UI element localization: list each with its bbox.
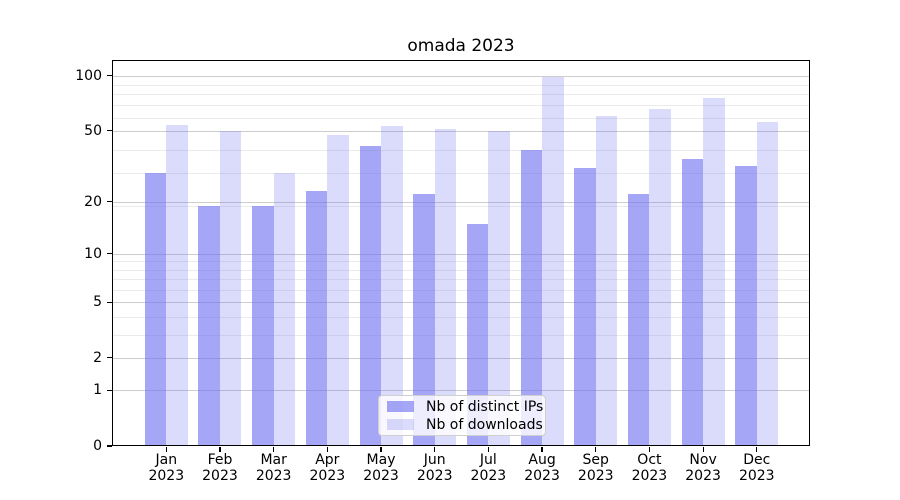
x-tick-label-feb: Feb 2023 (202, 452, 238, 484)
bar-downloads-jul (488, 130, 510, 446)
gridline-minor (113, 85, 809, 87)
legend-swatch-distinct-ips (387, 401, 414, 412)
x-tick-label-apr: Apr 2023 (309, 452, 346, 484)
x-tick-label-jul: Jul 2023 (470, 452, 507, 484)
y-tick-label: 20 (84, 193, 102, 210)
x-tick-mark (541, 447, 543, 452)
legend: Nb of distinct IPs Nb of downloads (378, 395, 546, 436)
bar-downloads-dec (756, 121, 779, 446)
gridline-minor (113, 334, 809, 336)
legend-label: Nb of distinct IPs (426, 398, 544, 415)
gridline-minor (113, 173, 809, 175)
bar-downloads-mar (273, 173, 296, 446)
x-tick-mark (273, 447, 275, 452)
bar-downloads-aug (542, 77, 564, 446)
gridline-major (113, 390, 809, 392)
x-tick-mark (487, 447, 489, 452)
x-tick-label-jun: Jun 2023 (416, 452, 453, 484)
bar-distinct-ips-jan (144, 173, 167, 446)
y-tick-mark (107, 389, 112, 391)
bar-distinct-ips-mar (252, 205, 274, 446)
y-tick-label: 0 (93, 438, 102, 454)
bar-downloads-apr (327, 135, 349, 446)
bar-downloads-sep (595, 116, 618, 446)
gridline-minor (113, 117, 809, 119)
legend-swatch-downloads (387, 419, 414, 430)
gridline-minor (113, 279, 809, 281)
y-tick-mark (107, 75, 112, 77)
gridline-major (113, 253, 809, 255)
bar-downloads-may (381, 126, 403, 446)
gridline-minor (113, 269, 809, 271)
bar-downloads-jan (166, 124, 188, 446)
gridline-major (113, 302, 809, 304)
chart-title: omada 2023 (407, 36, 515, 56)
x-tick-label-jan: Jan 2023 (148, 452, 185, 484)
bar-distinct-ips-apr (305, 191, 328, 446)
y-tick-label: 5 (93, 294, 102, 311)
bar-distinct-ips-sep (574, 167, 596, 446)
gridline-minor (113, 289, 809, 291)
legend-label: Nb of downloads (426, 416, 543, 433)
y-tick-mark (107, 357, 112, 359)
bar-distinct-ips-jul (466, 223, 489, 446)
x-tick-label-aug: Aug 2023 (524, 452, 560, 484)
x-tick-mark (326, 447, 328, 452)
x-tick-mark (165, 447, 167, 452)
bar-distinct-ips-may (359, 146, 382, 446)
y-tick-label: 100 (75, 67, 102, 84)
gridline-minor (113, 205, 809, 207)
y-tick-label: 50 (84, 122, 102, 139)
bar-distinct-ips-nov (681, 158, 704, 446)
bar-downloads-oct (649, 108, 671, 446)
gridline-major (113, 357, 809, 359)
x-tick-label-nov: Nov 2023 (685, 452, 721, 484)
gridline-minor (113, 94, 809, 96)
bar-distinct-ips-dec (735, 165, 757, 446)
x-tick-mark (595, 447, 597, 452)
y-tick-mark (107, 301, 112, 303)
bar-distinct-ips-oct (627, 194, 650, 446)
y-tick-label: 10 (84, 245, 102, 262)
x-tick-mark (702, 447, 704, 452)
x-tick-mark (380, 447, 382, 452)
gridline-minor (113, 150, 809, 152)
x-tick-mark (434, 447, 436, 452)
gridline-minor (113, 261, 809, 263)
y-tick-label: 2 (93, 349, 102, 366)
y-tick-mark (107, 201, 112, 203)
y-tick-mark (107, 130, 112, 132)
bar-downloads-feb (219, 130, 242, 446)
gridline-major (113, 201, 809, 203)
x-tick-mark (756, 447, 758, 452)
x-tick-label-dec: Dec 2023 (738, 452, 775, 484)
y-tick-label: 1 (93, 382, 102, 399)
gridline-minor (113, 105, 809, 107)
x-tick-mark (219, 447, 221, 452)
bar-downloads-jun (434, 129, 457, 446)
x-tick-label-sep: Sep 2023 (577, 452, 614, 484)
x-tick-label-oct: Oct 2023 (631, 452, 668, 484)
legend-entry-distinct-ips: Nb of distinct IPs (387, 398, 543, 416)
y-tick-mark (107, 445, 112, 447)
y-tick-mark (107, 253, 112, 255)
x-tick-label-mar: Mar 2023 (255, 452, 292, 484)
gridline-major (113, 130, 809, 132)
bar-downloads-nov (703, 97, 725, 446)
bar-distinct-ips-aug (520, 150, 543, 446)
bar-distinct-ips-feb (198, 205, 220, 446)
gridline-major (113, 75, 809, 77)
bar-distinct-ips-jun (413, 194, 435, 446)
x-tick-mark (648, 447, 650, 452)
gridline-minor (113, 316, 809, 318)
legend-entry-downloads: Nb of downloads (387, 416, 543, 434)
x-tick-label-may: May 2023 (363, 452, 399, 484)
